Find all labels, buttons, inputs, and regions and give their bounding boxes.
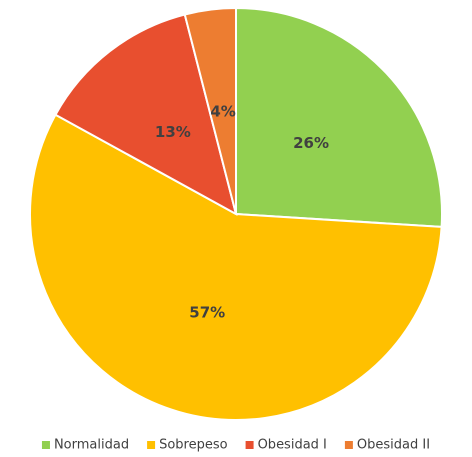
pie-slice xyxy=(235,6,443,228)
pie-slice xyxy=(183,6,237,215)
legend-marker xyxy=(344,441,353,449)
legend-label: Obesidad I xyxy=(258,438,327,453)
legend-marker xyxy=(41,441,50,449)
pie-slice xyxy=(29,113,443,421)
legend-marker xyxy=(245,441,254,449)
data-label: 57% xyxy=(189,303,225,321)
legend-label: Normalidad xyxy=(54,438,129,453)
data-label: 26% xyxy=(293,134,329,152)
data-label: 4% xyxy=(210,102,235,120)
legend-marker xyxy=(147,441,156,449)
legend-label: Sobrepeso xyxy=(159,438,228,453)
legend-label: Obesidad II xyxy=(357,438,430,453)
data-label: 13% xyxy=(155,123,191,141)
pie-slice xyxy=(54,13,238,216)
